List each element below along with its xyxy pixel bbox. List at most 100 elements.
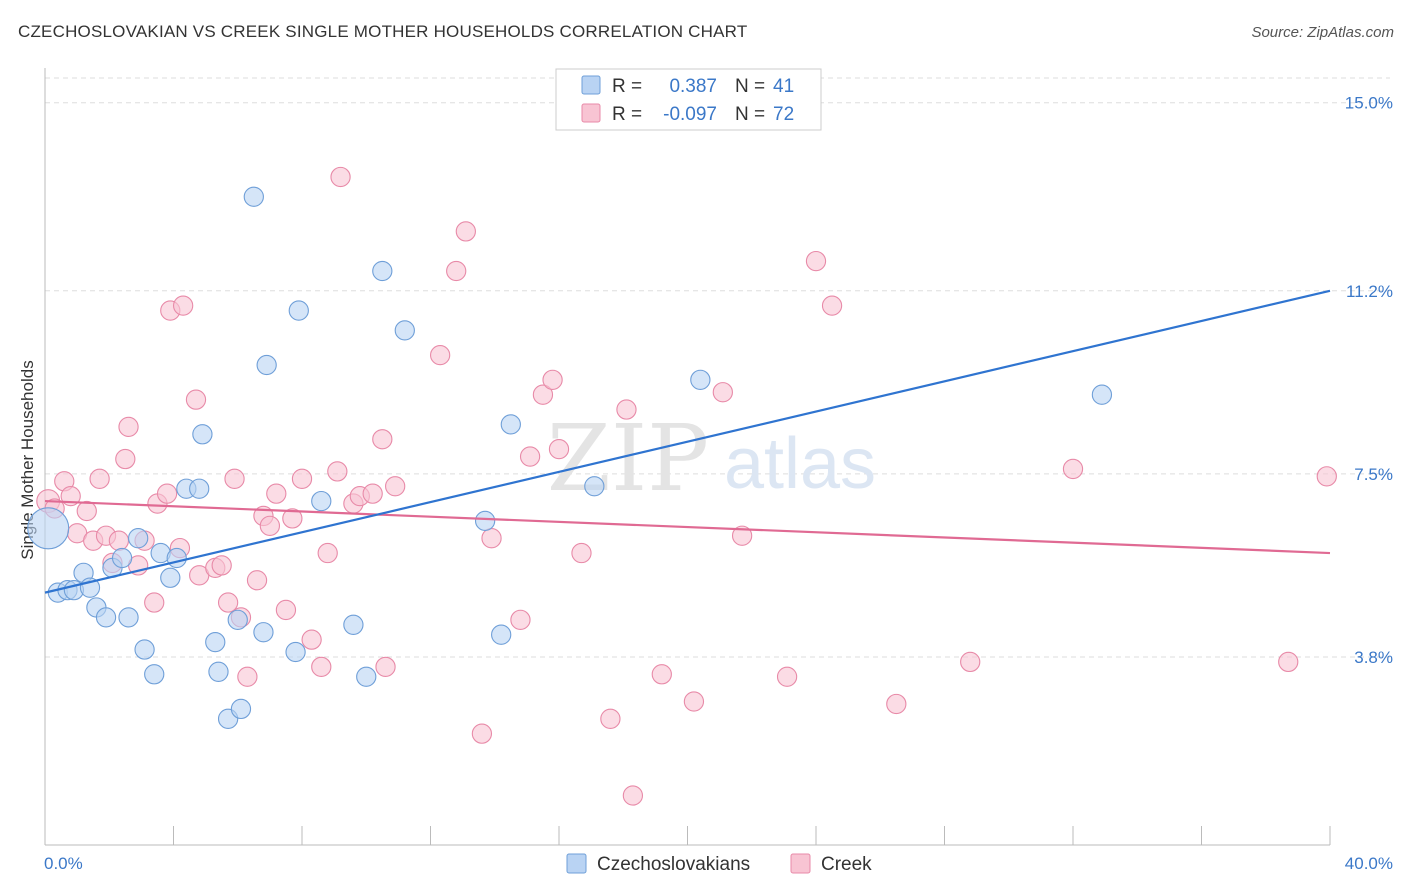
series-legend-swatch-creek — [790, 853, 811, 874]
legend-n-label-creek: N = — [735, 104, 765, 125]
creek-point — [548, 438, 570, 460]
creek-point — [821, 295, 843, 316]
creek-point — [481, 528, 502, 549]
legend-r-label-czech: R = — [612, 76, 642, 97]
series-legend-label-czech: Czechoslovakians — [597, 854, 750, 875]
creek-point — [246, 570, 268, 591]
creek-point — [651, 664, 672, 685]
creek-point — [731, 525, 753, 546]
x-tick-label: 40.0% — [1345, 854, 1393, 873]
creek-point — [510, 609, 531, 630]
watermark: ZIP atlas — [547, 405, 876, 512]
czechoslovakian-point — [311, 490, 332, 512]
creek-point — [266, 483, 287, 504]
y-tick-label: 15.0% — [1345, 94, 1393, 113]
czechoslovakian-point — [227, 609, 248, 630]
creek-point — [683, 691, 705, 712]
czechoslovakian-point — [584, 476, 605, 497]
legend-swatch-creek — [581, 103, 601, 123]
creek-point — [375, 656, 396, 677]
czechoslovakian-point — [285, 641, 306, 663]
creek-point — [886, 693, 907, 715]
czechoslovakian-point — [205, 631, 226, 653]
czechoslovakian-point — [95, 607, 117, 628]
legend-n-value-czech: 41 — [773, 76, 794, 97]
czechoslovakian-point — [118, 607, 139, 628]
creek-point — [224, 468, 245, 489]
watermark-atlas: atlas — [724, 424, 876, 504]
source-credit: Source: ZipAtlas.com — [1251, 24, 1394, 41]
creek-point — [542, 369, 563, 390]
creek-point — [217, 592, 239, 613]
creek-point — [275, 599, 297, 621]
czechoslovakian-point — [491, 624, 512, 645]
creek-point — [211, 555, 232, 576]
creek-points — [36, 166, 1337, 806]
czechoslovakian-point — [27, 507, 70, 550]
watermark-zip: ZIP — [547, 405, 709, 512]
creek-point — [455, 221, 476, 242]
creek-point — [622, 785, 644, 806]
creek-point — [76, 500, 97, 522]
creek-point — [446, 260, 467, 282]
creek-point — [311, 656, 332, 677]
creek-point — [156, 483, 178, 504]
y-tick-label: 3.8% — [1354, 648, 1393, 667]
czechoslovakian-point — [111, 547, 133, 569]
legend-r-value-creek: -0.097 — [663, 104, 717, 125]
creek-point — [185, 389, 207, 410]
czechoslovakian-point — [288, 300, 309, 321]
czechoslovakian-point — [189, 478, 210, 499]
creek-point — [960, 651, 981, 673]
creek-point — [291, 468, 313, 489]
chart-title: CZECHOSLOVAKIAN VS CREEK SINGLE MOTHER H… — [18, 22, 748, 41]
creek-point — [317, 542, 338, 564]
creek-point — [118, 416, 139, 438]
creek-point — [600, 708, 621, 729]
creek-point — [172, 295, 194, 316]
creek-point — [115, 448, 136, 470]
czechoslovakian-point — [160, 567, 181, 588]
y-tick-label: 11.2% — [1346, 282, 1393, 301]
creek-point — [237, 666, 258, 687]
y-tick-label: 7.5% — [1354, 465, 1393, 484]
czechoslovakian-point — [343, 614, 364, 635]
creek-point — [776, 666, 798, 687]
legend-swatch-czech — [581, 75, 601, 95]
legend-r-value-czech: 0.387 — [669, 76, 717, 97]
axes — [44, 68, 1331, 846]
creek-trend-line — [44, 499, 1331, 555]
czechoslovakian-point — [134, 639, 155, 660]
creek-point — [1062, 458, 1084, 480]
creek-point — [429, 344, 451, 366]
legend-r-label-creek: R = — [612, 104, 642, 125]
czechoslovakian-points — [27, 186, 1113, 729]
czechoslovakian-point — [1091, 384, 1113, 405]
gridlines — [45, 77, 1390, 658]
czechoslovakian-point — [356, 666, 377, 687]
czechoslovakian-point — [394, 320, 415, 341]
czechoslovakian-point — [166, 547, 187, 569]
creek-point — [362, 483, 383, 504]
creek-point — [144, 592, 165, 613]
series-legend-swatch-czech — [566, 853, 587, 874]
creek-point — [616, 399, 637, 420]
creek-point — [532, 384, 554, 405]
creek-point — [89, 468, 110, 489]
creek-point — [108, 530, 130, 551]
czechoslovakian-point — [192, 424, 213, 445]
creek-point — [327, 461, 348, 482]
creek-point — [1316, 466, 1337, 487]
creek-point — [712, 382, 733, 403]
creek-point — [571, 542, 592, 564]
czechoslovakian-point — [230, 698, 252, 720]
correlation-legend: R = 0.387 N = 41 R = -0.097 N = 72 — [555, 68, 822, 131]
x-tick-label: 0.0% — [44, 854, 83, 873]
trend-lines — [44, 289, 1331, 594]
creek-point — [330, 166, 351, 188]
czechoslovakian-point — [144, 664, 165, 685]
czechoslovakian-point — [253, 622, 274, 643]
czechoslovakian-point — [372, 260, 393, 282]
czechoslovakian-point — [208, 661, 229, 682]
creek-point — [385, 476, 406, 497]
